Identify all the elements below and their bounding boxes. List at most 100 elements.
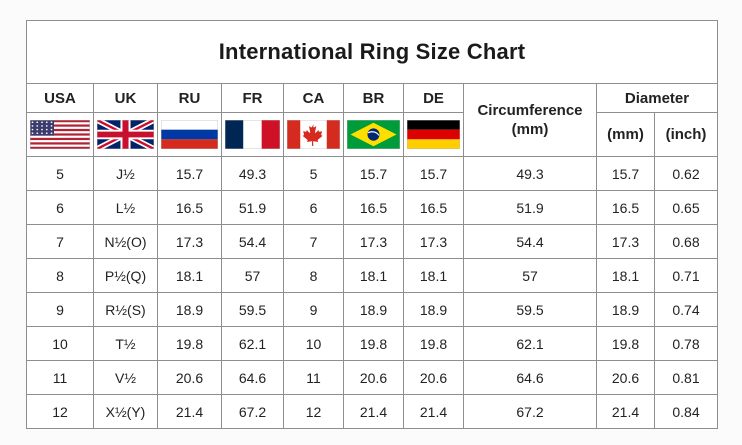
title-row: International Ring Size Chart bbox=[26, 20, 718, 84]
col-header-ca: CA bbox=[283, 83, 344, 113]
uk-flag-icon bbox=[97, 120, 154, 149]
cell-circumference: 54.4 bbox=[463, 224, 597, 259]
circumference-unit: (mm) bbox=[511, 121, 549, 138]
col-header-diameter-mm: (mm) bbox=[596, 112, 655, 157]
cell-circumference: 57 bbox=[463, 258, 597, 293]
table-row: 6 L½ 16.5 51.9 6 16.5 16.5 51.9 16.5 0.6… bbox=[26, 190, 718, 225]
col-header-ru: RU bbox=[157, 83, 222, 113]
brazil-flag-icon bbox=[343, 112, 404, 157]
uk-flag-icon bbox=[93, 112, 158, 157]
usa-flag-icon bbox=[26, 112, 94, 157]
cell-fr: 67.2 bbox=[221, 394, 284, 429]
cell-br: 16.5 bbox=[343, 190, 404, 225]
cell-diameter-mm: 20.6 bbox=[596, 360, 655, 395]
cell-circumference: 51.9 bbox=[463, 190, 597, 225]
cell-usa: 5 bbox=[26, 156, 94, 191]
cell-diameter-mm: 17.3 bbox=[596, 224, 655, 259]
cell-usa: 11 bbox=[26, 360, 94, 395]
ring-size-chart-table: International Ring Size Chart USA UK RU … bbox=[26, 20, 718, 429]
cell-fr: 54.4 bbox=[221, 224, 284, 259]
cell-ca: 5 bbox=[283, 156, 344, 191]
cell-de: 21.4 bbox=[403, 394, 464, 429]
col-header-diameter-inch: (inch) bbox=[654, 112, 718, 157]
cell-circumference: 64.6 bbox=[463, 360, 597, 395]
cell-ru: 21.4 bbox=[157, 394, 222, 429]
cell-br: 21.4 bbox=[343, 394, 404, 429]
canada-flag-icon bbox=[287, 120, 340, 149]
cell-de: 15.7 bbox=[403, 156, 464, 191]
cell-ca: 6 bbox=[283, 190, 344, 225]
table-row: 12 X½(Y) 21.4 67.2 12 21.4 21.4 67.2 21.… bbox=[26, 394, 718, 429]
cell-fr: 51.9 bbox=[221, 190, 284, 225]
cell-usa: 7 bbox=[26, 224, 94, 259]
cell-br: 19.8 bbox=[343, 326, 404, 361]
cell-usa: 9 bbox=[26, 292, 94, 327]
cell-br: 15.7 bbox=[343, 156, 404, 191]
col-header-diameter: Diameter bbox=[596, 83, 718, 113]
russia-flag-icon bbox=[157, 112, 222, 157]
canada-flag-icon bbox=[283, 112, 344, 157]
cell-fr: 64.6 bbox=[221, 360, 284, 395]
cell-diameter-inch: 0.84 bbox=[654, 394, 718, 429]
cell-diameter-mm: 21.4 bbox=[596, 394, 655, 429]
cell-ca: 11 bbox=[283, 360, 344, 395]
col-header-de: DE bbox=[403, 83, 464, 113]
cell-diameter-mm: 15.7 bbox=[596, 156, 655, 191]
cell-diameter-inch: 0.81 bbox=[654, 360, 718, 395]
cell-circumference: 62.1 bbox=[463, 326, 597, 361]
cell-de: 17.3 bbox=[403, 224, 464, 259]
cell-diameter-mm: 18.9 bbox=[596, 292, 655, 327]
cell-br: 18.9 bbox=[343, 292, 404, 327]
cell-ca: 8 bbox=[283, 258, 344, 293]
cell-ru: 15.7 bbox=[157, 156, 222, 191]
cell-diameter-inch: 0.78 bbox=[654, 326, 718, 361]
cell-de: 16.5 bbox=[403, 190, 464, 225]
col-header-usa: USA bbox=[26, 83, 94, 113]
cell-ru: 20.6 bbox=[157, 360, 222, 395]
col-header-br: BR bbox=[343, 83, 404, 113]
cell-ca: 9 bbox=[283, 292, 344, 327]
cell-uk: J½ bbox=[93, 156, 158, 191]
cell-circumference: 67.2 bbox=[463, 394, 597, 429]
germany-flag-icon bbox=[403, 112, 464, 157]
cell-usa: 10 bbox=[26, 326, 94, 361]
cell-diameter-inch: 0.74 bbox=[654, 292, 718, 327]
cell-de: 20.6 bbox=[403, 360, 464, 395]
cell-ca: 12 bbox=[283, 394, 344, 429]
cell-usa: 6 bbox=[26, 190, 94, 225]
col-header-uk: UK bbox=[93, 83, 158, 113]
germany-flag-icon bbox=[407, 120, 460, 149]
cell-ca: 10 bbox=[283, 326, 344, 361]
cell-diameter-mm: 19.8 bbox=[596, 326, 655, 361]
france-flag-icon bbox=[221, 112, 284, 157]
table-row: 5 J½ 15.7 49.3 5 15.7 15.7 49.3 15.7 0.6… bbox=[26, 156, 718, 191]
cell-uk: R½(S) bbox=[93, 292, 158, 327]
col-header-circumference: Circumference (mm) bbox=[463, 83, 597, 157]
cell-ru: 16.5 bbox=[157, 190, 222, 225]
cell-uk: V½ bbox=[93, 360, 158, 395]
cell-diameter-inch: 0.65 bbox=[654, 190, 718, 225]
cell-ru: 18.1 bbox=[157, 258, 222, 293]
cell-ru: 17.3 bbox=[157, 224, 222, 259]
cell-fr: 57 bbox=[221, 258, 284, 293]
cell-diameter-mm: 18.1 bbox=[596, 258, 655, 293]
table-row: 11 V½ 20.6 64.6 11 20.6 20.6 64.6 20.6 0… bbox=[26, 360, 718, 395]
russia-flag-icon bbox=[161, 120, 218, 149]
cell-fr: 49.3 bbox=[221, 156, 284, 191]
cell-diameter-inch: 0.62 bbox=[654, 156, 718, 191]
cell-usa: 8 bbox=[26, 258, 94, 293]
cell-circumference: 59.5 bbox=[463, 292, 597, 327]
cell-usa: 12 bbox=[26, 394, 94, 429]
usa-flag-icon bbox=[30, 120, 90, 149]
cell-uk: T½ bbox=[93, 326, 158, 361]
col-header-fr: FR bbox=[221, 83, 284, 113]
circumference-label: Circumference bbox=[477, 101, 583, 119]
cell-uk: L½ bbox=[93, 190, 158, 225]
flag-header-row: (mm) (inch) bbox=[26, 112, 718, 157]
table-row: 10 T½ 19.8 62.1 10 19.8 19.8 62.1 19.8 0… bbox=[26, 326, 718, 361]
cell-diameter-inch: 0.68 bbox=[654, 224, 718, 259]
cell-diameter-inch: 0.71 bbox=[654, 258, 718, 293]
cell-ru: 19.8 bbox=[157, 326, 222, 361]
cell-de: 19.8 bbox=[403, 326, 464, 361]
table-row: 9 R½(S) 18.9 59.5 9 18.9 18.9 59.5 18.9 … bbox=[26, 292, 718, 327]
